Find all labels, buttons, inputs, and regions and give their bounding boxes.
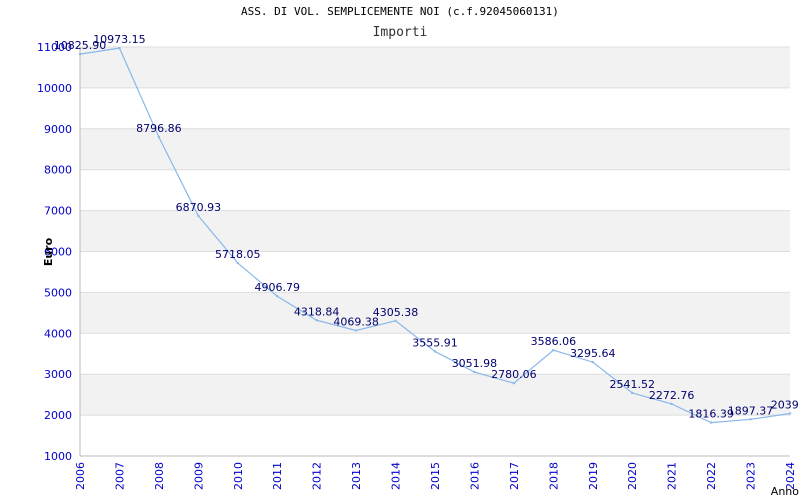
data-point <box>788 412 792 415</box>
data-point <box>315 319 318 322</box>
x-tick-label: 2022 <box>705 462 718 490</box>
x-axis-label: Anno <box>771 485 799 498</box>
data-point <box>552 349 555 352</box>
grid-band <box>80 128 790 170</box>
y-tick-label: 5000 <box>44 286 72 299</box>
data-point <box>670 402 673 406</box>
x-tick-label: 2023 <box>745 462 758 490</box>
data-point <box>354 329 358 332</box>
x-tick-label: 2014 <box>390 462 403 490</box>
data-point <box>473 370 476 374</box>
y-tick-label: 10000 <box>37 82 72 95</box>
y-tick-label: 9000 <box>44 123 72 136</box>
y-tick-label: 2000 <box>44 409 72 422</box>
data-point <box>433 350 437 353</box>
data-label: 4305.38 <box>373 306 419 319</box>
data-label: 4906.79 <box>254 281 300 294</box>
grid-band <box>80 374 790 416</box>
x-tick-label: 2015 <box>429 462 442 490</box>
data-label: 2039.7 <box>771 398 800 411</box>
data-label: 1816.39 <box>688 408 734 421</box>
data-label: 10825.90 <box>54 39 107 52</box>
grid-band <box>80 210 790 252</box>
data-point <box>276 295 279 298</box>
x-tick-label: 2010 <box>232 462 245 490</box>
x-tick-label: 2017 <box>508 462 521 490</box>
x-tick-label: 2006 <box>74 462 87 490</box>
data-point <box>157 135 161 139</box>
data-label: 3051.98 <box>452 357 498 370</box>
chart-subtitle: Importi <box>372 25 428 40</box>
data-point <box>78 52 82 56</box>
data-point <box>236 261 239 265</box>
data-label: 8796.86 <box>136 122 182 135</box>
data-label: 3295.64 <box>570 347 616 360</box>
y-axis-label: Euro <box>42 237 55 266</box>
data-point <box>118 46 121 50</box>
x-tick-label: 2018 <box>547 462 560 490</box>
data-label: 5718.05 <box>215 248 261 261</box>
x-tick-label: 2021 <box>666 462 679 490</box>
data-point <box>394 319 397 323</box>
chart-title: ASS. DI VOL. SEMPLICEMENTE NOI (c.f.9204… <box>241 5 559 18</box>
data-label: 4318.84 <box>294 305 340 318</box>
x-tick-label: 2019 <box>587 462 600 490</box>
data-label: 3555.91 <box>412 336 458 349</box>
x-tick-label: 2020 <box>626 462 639 490</box>
data-label: 1897.37 <box>728 404 774 417</box>
x-tick-label: 2011 <box>271 462 284 490</box>
x-tick-label: 2008 <box>153 462 166 490</box>
data-point <box>591 360 594 364</box>
x-tick-label: 2012 <box>311 462 324 490</box>
x-tick-label: 2016 <box>468 462 481 490</box>
y-tick-label: 7000 <box>44 205 72 218</box>
y-tick-label: 3000 <box>44 368 72 381</box>
data-label: 3586.06 <box>531 335 577 348</box>
grid-band <box>80 47 790 88</box>
data-label: 2272.76 <box>649 389 695 402</box>
data-label: 4069.38 <box>333 315 379 328</box>
data-point <box>197 214 200 218</box>
data-label: 6870.93 <box>176 201 222 214</box>
data-point <box>631 391 634 395</box>
data-label: 2541.52 <box>609 378 655 391</box>
y-tick-label: 1000 <box>44 450 72 463</box>
data-point <box>512 381 516 385</box>
data-point <box>749 418 752 421</box>
data-point <box>709 421 713 424</box>
y-tick-label: 4000 <box>44 327 72 340</box>
x-tick-label: 2007 <box>113 462 126 490</box>
x-tick-label: 2013 <box>350 462 363 490</box>
data-label: 2780.06 <box>491 368 537 381</box>
data-label: 10973.15 <box>93 33 146 46</box>
x-tick-label: 2009 <box>192 462 205 490</box>
y-tick-label: 8000 <box>44 164 72 177</box>
y-tick-label: 11000 <box>37 41 72 54</box>
grid-band <box>80 292 790 334</box>
x-tick-label: 2024 <box>784 462 797 490</box>
y-tick-label: 6000 <box>44 246 72 259</box>
